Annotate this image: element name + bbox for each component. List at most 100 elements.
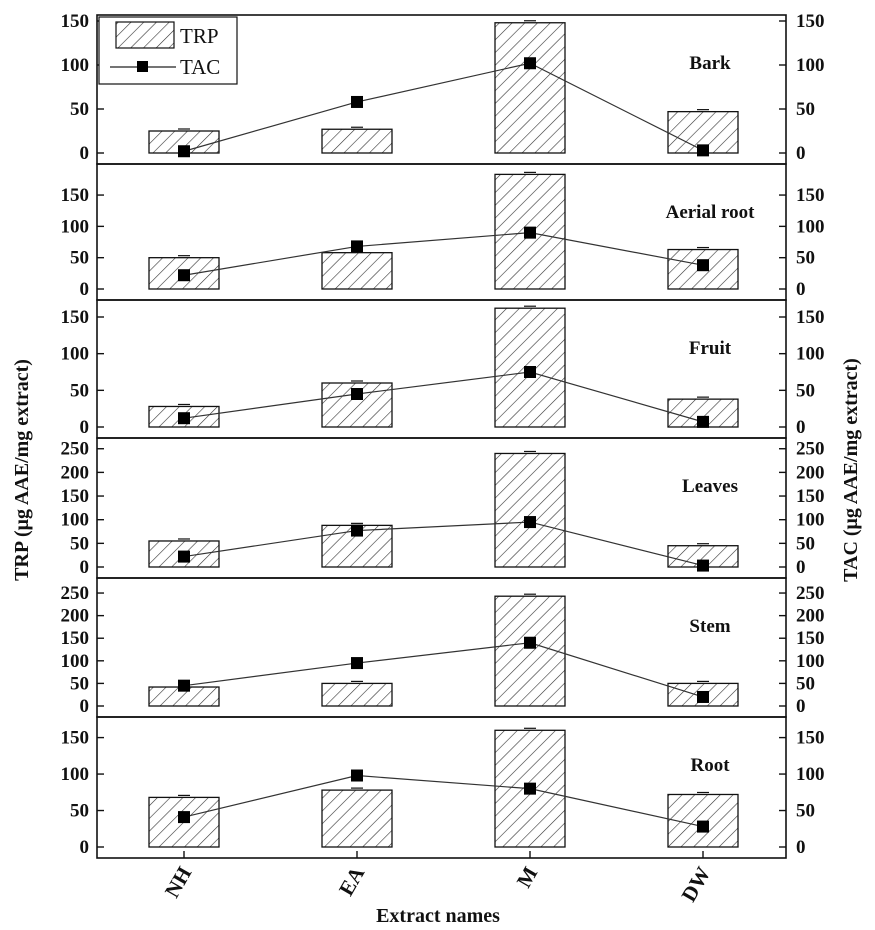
tac-line	[183, 521, 704, 567]
y-tick-label-left: 150	[61, 728, 90, 749]
legend-bar-swatch	[115, 21, 175, 49]
y-tick-label-left: 50	[70, 248, 89, 269]
tac-marker-m	[524, 636, 536, 649]
tac-marker-m	[524, 57, 536, 70]
tac-line	[183, 232, 704, 276]
y-tick-label-left: 100	[61, 651, 90, 672]
y-tick-label-right: 100	[796, 510, 825, 531]
y-tick-label-left: 100	[61, 55, 90, 76]
y-tick-label-left: 50	[70, 380, 89, 401]
y-tick-label-right: 200	[796, 606, 825, 627]
tac-marker-dw	[697, 559, 709, 572]
y-tick-label-left: 100	[61, 510, 90, 531]
tac-line	[183, 774, 704, 828]
panel-title: Bark	[689, 53, 731, 74]
tac-marker-dw	[697, 690, 709, 703]
y-tick-label-left: 50	[70, 801, 89, 822]
trp-bar-m	[494, 452, 566, 568]
y-tick-label-right: 0	[796, 417, 806, 438]
y-tick-label-right: 0	[796, 143, 806, 164]
y-tick-label-right: 100	[796, 55, 825, 76]
y-tick-label-right: 200	[796, 462, 825, 483]
tac-marker-nh	[178, 412, 190, 425]
y-tick-label-right: 100	[796, 764, 825, 785]
y-tick-label-right: 150	[796, 185, 825, 206]
tac-marker-nh	[178, 811, 190, 824]
tac-marker-ea	[351, 95, 363, 108]
tac-marker-nh	[178, 145, 190, 158]
y-tick-label-left: 150	[61, 628, 90, 649]
y-tick-label-right: 250	[796, 583, 825, 604]
y-tick-label-right: 0	[796, 696, 806, 717]
tac-marker-dw	[697, 415, 709, 428]
tac-marker-dw	[697, 259, 709, 272]
trp-bar-dw	[667, 248, 739, 290]
panel-title: Leaves	[682, 476, 738, 497]
tac-marker-ea	[351, 524, 363, 537]
trp-bar-m	[494, 22, 566, 154]
y-tick-label-right: 50	[796, 533, 815, 554]
trp-bar-ea	[321, 128, 393, 154]
tac-marker-dw	[697, 820, 709, 833]
y-tick-label-left: 100	[61, 344, 90, 365]
y-tick-label-right: 0	[796, 837, 806, 858]
tac-line	[183, 642, 704, 698]
y-tick-label-right: 150	[796, 307, 825, 328]
y-tick-label-left: 150	[61, 486, 90, 507]
y-tick-label-left: 100	[61, 764, 90, 785]
y-tick-label-left: 250	[61, 439, 90, 460]
y-tick-label-right: 250	[796, 439, 825, 460]
panel-root: 0 0 50 50 100 100 150 150 Root	[61, 716, 825, 859]
y-tick-label-left: 50	[70, 673, 89, 694]
y-tick-label-right: 100	[796, 216, 825, 237]
category-label-m: M	[512, 862, 543, 891]
y-tick-label-right: 50	[796, 380, 815, 401]
y-tick-label-left: 0	[80, 279, 90, 300]
y-tick-label-left: 0	[80, 557, 90, 578]
y-tick-label-right: 150	[796, 628, 825, 649]
y-tick-label-right: 50	[796, 99, 815, 120]
y-tick-label-left: 0	[80, 143, 90, 164]
y-tick-label-left: 0	[80, 837, 90, 858]
y-tick-label-left: 150	[61, 307, 90, 328]
y-tick-label-left: 0	[80, 417, 90, 438]
tac-marker-nh	[178, 550, 190, 563]
y-axis-right-title: TAC (μg AAE/mg extract)	[840, 358, 862, 582]
panel-fruit: 0 0 50 50 100 100 150 150 Fruit	[61, 299, 825, 439]
y-tick-label-left: 200	[61, 462, 90, 483]
y-tick-label-right: 50	[796, 801, 815, 822]
y-tick-label-left: 50	[70, 533, 89, 554]
y-axis-left-title: TRP (μg AAE/mg extract)	[11, 359, 33, 581]
trp-bar-ea	[321, 252, 393, 290]
panel-frame	[96, 716, 787, 859]
y-tick-label-right: 150	[796, 728, 825, 749]
y-tick-label-right: 150	[796, 11, 825, 32]
panel-aerial-root: 0 0 50 50 100 100 150 150 Aerial root	[61, 163, 825, 301]
y-tick-label-left: 50	[70, 99, 89, 120]
y-tick-label-right: 150	[796, 486, 825, 507]
y-tick-label-right: 0	[796, 557, 806, 578]
y-tick-label-right: 50	[796, 248, 815, 269]
tac-marker-ea	[351, 657, 363, 670]
tac-line	[183, 62, 704, 152]
category-label-ea: EA	[334, 862, 370, 900]
y-tick-label-left: 250	[61, 583, 90, 604]
y-tick-label-left: 100	[61, 216, 90, 237]
panel-title: Fruit	[689, 338, 732, 359]
legend-bar-label: TRP	[180, 24, 219, 48]
y-tick-label-left: 150	[61, 185, 90, 206]
x-axis-title: Extract names	[376, 905, 500, 927]
tac-marker-ea	[351, 388, 363, 400]
trp-bar-ea	[321, 682, 393, 707]
tac-marker-dw	[697, 144, 709, 157]
panel-title: Stem	[689, 616, 730, 637]
tac-marker-m	[524, 782, 536, 795]
tac-marker-ea	[351, 240, 363, 253]
tac-marker-m	[524, 516, 536, 529]
category-label-dw: DW	[676, 863, 715, 906]
tac-marker-m	[524, 226, 536, 239]
